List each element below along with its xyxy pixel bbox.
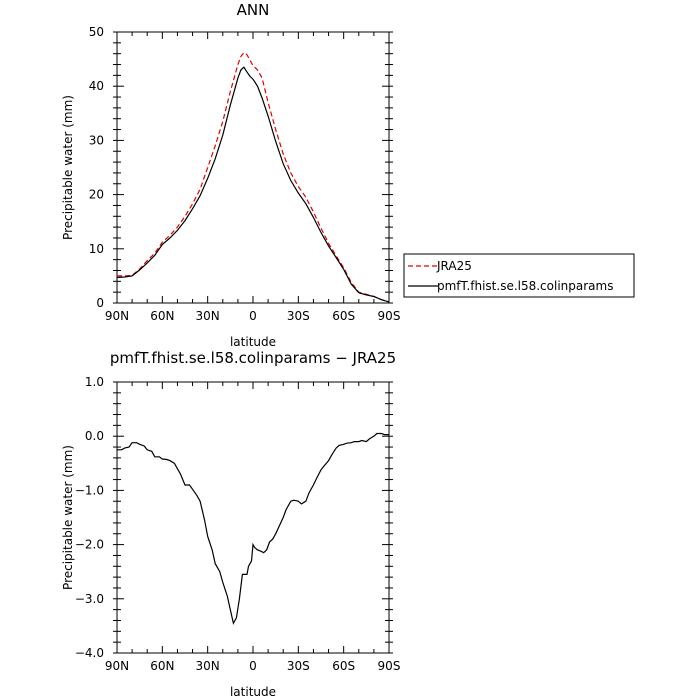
bottom-x-axis-label: latitude xyxy=(230,685,276,699)
legend-label-model: pmfT.fhist.se.l58.colinparams xyxy=(437,279,613,293)
bot-plot-frame xyxy=(116,381,390,654)
bot-x-tick-label: 30S xyxy=(287,659,310,673)
bot-x-tick-label: 90S xyxy=(378,659,401,673)
top-chart-title: ANN xyxy=(237,1,270,19)
bot-x-tick-label: 60N xyxy=(150,659,174,673)
bottom-y-axis-label: Precipitable water (mm) xyxy=(61,445,75,590)
top-x-tick-label: 90S xyxy=(378,309,401,323)
bot-y-tick-label: 0.0 xyxy=(85,429,104,443)
bot-y-tick-label: 1.0 xyxy=(85,375,104,389)
bottom-panel: pmfT.fhist.se.l58.colinparams − JRA25 90… xyxy=(61,349,400,699)
top-y-tick-label: 10 xyxy=(89,242,104,256)
top-y-axis-label: Precipitable water (mm) xyxy=(61,95,75,240)
bot-x-tick-label: 30N xyxy=(196,659,220,673)
top-y-tick-label: 50 xyxy=(89,25,104,39)
top-plot-frame xyxy=(116,31,390,304)
top-series-line-0 xyxy=(117,51,390,303)
top-y-tick-label: 30 xyxy=(89,133,104,147)
top-y-tick-label: 40 xyxy=(89,79,104,93)
top-x-tick-label: 30S xyxy=(287,309,310,323)
top-x-tick-label: 90N xyxy=(105,309,129,323)
legend-box xyxy=(403,253,635,298)
top-x-tick-label: 60N xyxy=(150,309,174,323)
top-y-tick-label: 20 xyxy=(89,188,104,202)
bot-series-line-0 xyxy=(117,432,389,625)
bot-y-tick-label: −3.0 xyxy=(75,592,104,606)
top-panel: ANN 90N 60N 30N 0 30S 60S 90S 0 10 20 30 40 50 latit… xyxy=(61,1,400,349)
bottom-chart-title: pmfT.fhist.se.l58.colinparams − JRA25 xyxy=(110,349,396,367)
bottom-plot-area: 90N 60N 30N 0 30S 60S 90S 1.0 0.0 −1.0 −2.0 −3.0 −4.… xyxy=(75,375,401,673)
bot-y-tick-label: −1.0 xyxy=(75,483,104,497)
bot-y-tick-label: −4.0 xyxy=(75,646,104,660)
legend: JRA25 pmfT.fhist.se.l58.colinparams xyxy=(403,253,635,298)
top-x-axis-label: latitude xyxy=(230,335,276,349)
top-y-tick-label: 0 xyxy=(96,296,104,310)
top-x-tick-label: 0 xyxy=(249,309,257,323)
top-plot-area: 90N 60N 30N 0 30S 60S 90S 0 10 20 30 40 50 xyxy=(89,25,401,323)
top-x-tick-label: 30N xyxy=(196,309,220,323)
bot-y-tick-label: −2.0 xyxy=(75,538,104,552)
top-series-line-1 xyxy=(116,66,390,303)
bot-x-tick-label: 90N xyxy=(105,659,129,673)
legend-label-jra25: JRA25 xyxy=(436,259,472,273)
top-x-tick-label: 60S xyxy=(332,309,355,323)
bot-x-tick-label: 60S xyxy=(332,659,355,673)
bot-x-tick-label: 0 xyxy=(249,659,257,673)
